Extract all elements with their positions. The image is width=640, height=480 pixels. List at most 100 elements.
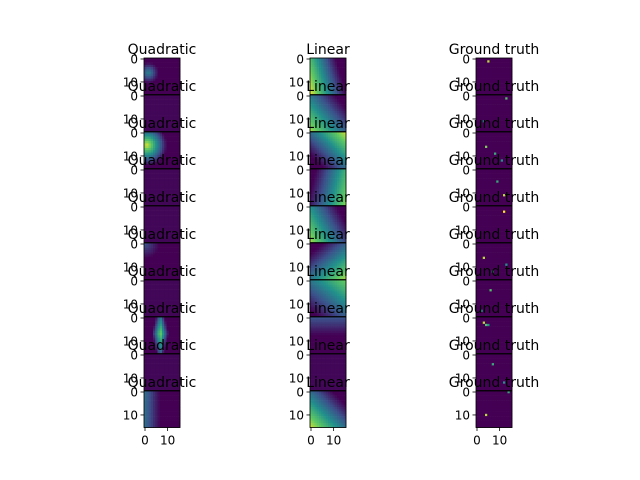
heatmap-cell [321, 163, 324, 167]
heatmap-cell [325, 175, 329, 179]
heatmap-cell [310, 221, 313, 225]
heatmap-cell [314, 194, 318, 197]
heatmap-cell [164, 138, 167, 142]
heatmap-cell [157, 219, 161, 223]
heatmap-cell [155, 300, 158, 304]
heatmap-cell [332, 161, 336, 165]
heatmap-cell [337, 363, 340, 366]
heatmap-cell [146, 356, 149, 359]
heatmap-cell [177, 282, 181, 285]
heatmap-cell [332, 169, 336, 172]
heatmap-cell [153, 134, 156, 137]
heatmap-cell [323, 224, 327, 227]
heatmap-cell [341, 226, 345, 230]
heatmap-cell [144, 150, 147, 153]
heatmap-cell [157, 132, 161, 135]
heatmap-cell [337, 182, 340, 186]
heatmap-cell [162, 317, 165, 320]
heatmap-cell [341, 360, 345, 364]
heatmap-cell [343, 354, 347, 357]
heatmap-cell [173, 64, 176, 68]
heatmap-cell [341, 196, 345, 199]
heatmap-cell [310, 348, 313, 352]
heatmap-cell [325, 115, 329, 119]
heatmap-cell [330, 60, 333, 63]
heatmap-cell [177, 124, 181, 128]
heatmap-cell [312, 367, 315, 371]
heatmap-cell [325, 263, 329, 267]
heatmap-cell [144, 404, 147, 408]
heatmap-cell [166, 367, 170, 371]
heatmap-cell [341, 159, 345, 162]
heatmap-cell [153, 215, 156, 218]
heatmap-cell [314, 265, 318, 269]
heatmap-cell [175, 69, 179, 72]
heatmap-cell [316, 286, 320, 290]
heatmap-cell [159, 171, 163, 174]
heatmap-cell [157, 138, 161, 142]
heatmap-cell [328, 300, 331, 304]
heatmap-cell [168, 274, 172, 278]
heatmap-cell [150, 305, 154, 308]
heatmap-cell [173, 300, 176, 304]
heatmap-cell [177, 126, 181, 130]
heatmap-cell [173, 58, 176, 61]
heatmap-cell [339, 136, 342, 140]
heatmap-cell [341, 129, 345, 132]
heatmap-cell [339, 62, 342, 66]
heatmap-cell [321, 69, 324, 72]
heatmap-cell [153, 80, 156, 84]
heatmap-cell [175, 226, 179, 230]
heatmap-cell [343, 136, 347, 140]
heatmap-cell [146, 402, 149, 405]
heatmap-cell [153, 73, 156, 77]
heatmap-cell [330, 210, 333, 214]
heatmap-cell [155, 319, 158, 322]
heatmap-cell [341, 157, 345, 160]
heatmap-cell [162, 166, 165, 169]
heatmap-cell [157, 152, 161, 156]
heatmap-cell [159, 311, 163, 315]
heatmap-cell [168, 391, 172, 394]
heatmap-cell [168, 200, 172, 204]
heatmap-cell [314, 328, 318, 331]
heatmap-cell [173, 187, 176, 190]
heatmap-cell [343, 150, 347, 153]
heatmap-cell [150, 397, 154, 401]
heatmap-cell [150, 69, 154, 72]
heatmap-cell [162, 215, 165, 218]
heatmap-cell [164, 337, 167, 341]
heatmap-cell [148, 161, 152, 165]
heatmap-cell [334, 226, 338, 230]
heatmap-cell [171, 58, 174, 61]
heatmap-cell [337, 263, 340, 267]
heatmap-cell [150, 132, 154, 135]
heatmap-cell [314, 85, 318, 88]
heatmap-cell [341, 145, 345, 149]
heatmap-cell [325, 319, 329, 322]
heatmap-cell [332, 319, 336, 322]
heatmap-cell [332, 163, 336, 167]
heatmap-cell [334, 245, 338, 248]
heatmap-cell [334, 80, 338, 84]
heatmap-cell [337, 203, 340, 206]
heatmap-cell [325, 163, 329, 167]
heatmap-cell [159, 383, 163, 387]
heatmap-cell [334, 145, 338, 149]
panel-frame [309, 316, 347, 354]
heatmap-cell [321, 311, 324, 315]
heatmap-cell [144, 191, 147, 195]
heatmap-cell [334, 217, 338, 220]
heatmap-cell [171, 411, 174, 415]
heatmap-cell [310, 335, 313, 338]
heatmap-cell [162, 178, 165, 181]
heatmap-cell [153, 393, 156, 396]
heatmap-cell [314, 80, 318, 84]
heatmap-cell [150, 180, 154, 183]
y-tick-label: 0 [130, 127, 138, 141]
heatmap-cell [312, 237, 315, 241]
heatmap-cell [173, 87, 176, 91]
heatmap-cell [144, 422, 147, 426]
heatmap-cell [319, 280, 322, 283]
heatmap-cell [319, 282, 322, 285]
